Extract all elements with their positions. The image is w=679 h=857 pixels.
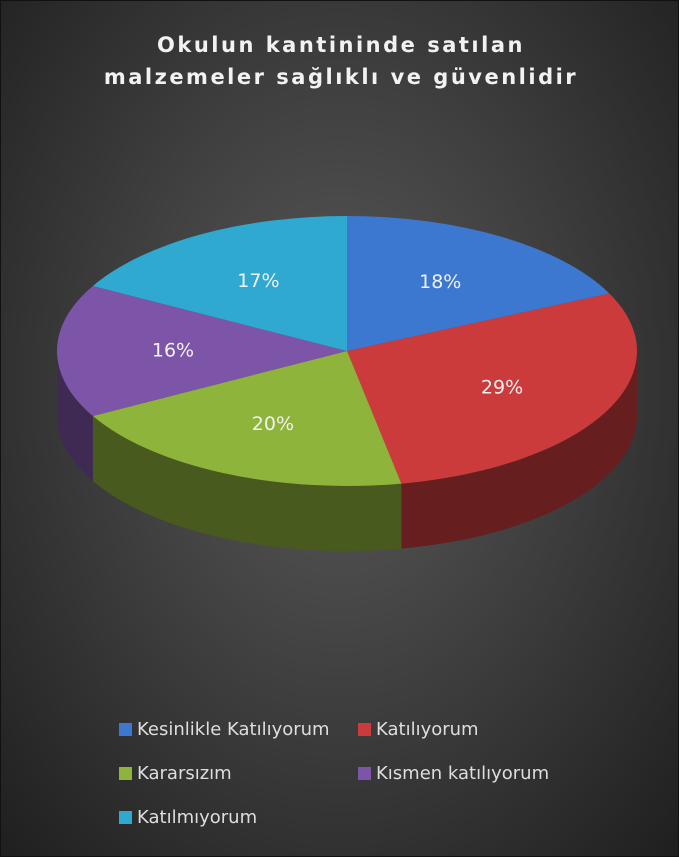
data-label: 17% bbox=[237, 270, 279, 292]
data-label: 18% bbox=[419, 271, 461, 293]
legend-item: Kararsızım bbox=[119, 761, 358, 785]
slice-side bbox=[401, 351, 637, 549]
slice bbox=[347, 216, 610, 351]
legend-label: Katılıyorum bbox=[376, 718, 479, 740]
legend-swatch bbox=[358, 766, 371, 780]
legend-swatch bbox=[358, 722, 371, 736]
legend-item: Kesinlikle Katılıyorum bbox=[119, 717, 358, 741]
legend-swatch bbox=[119, 722, 132, 736]
chart-title: Okulun kantininde satılan malzemeler sağ… bbox=[103, 33, 579, 89]
pie-area: 18% 29% 20% 16% 17% bbox=[57, 216, 637, 552]
data-label: 29% bbox=[481, 376, 523, 398]
slice bbox=[347, 293, 637, 484]
slice bbox=[92, 216, 347, 351]
slice-side bbox=[92, 416, 402, 552]
legend-swatch bbox=[119, 766, 132, 780]
legend-label: Kesinlikle Katılıyorum bbox=[137, 718, 330, 740]
legend-label: Kısmen katılıyorum bbox=[376, 762, 550, 784]
legend-label: Katılmıyorum bbox=[137, 806, 258, 828]
legend-swatch bbox=[119, 810, 132, 824]
legend: Kesinlikle Katılıyorum Katılıyorum Kararsı… bbox=[119, 717, 599, 829]
slice bbox=[92, 351, 402, 486]
legend-label: Kararsızım bbox=[137, 762, 232, 784]
slice-side bbox=[57, 351, 93, 482]
slice bbox=[57, 285, 347, 417]
legend-item: Katılmıyorum bbox=[119, 805, 358, 829]
legend-item: Kısmen katılıyorum bbox=[358, 761, 598, 785]
legend-item: Katılıyorum bbox=[358, 717, 598, 741]
data-label: 16% bbox=[152, 340, 194, 362]
data-label: 20% bbox=[252, 413, 294, 435]
